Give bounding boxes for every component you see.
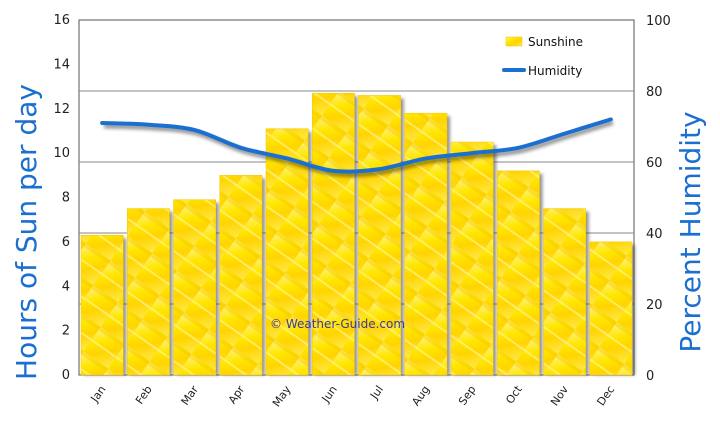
x-tick-label: Apr xyxy=(226,383,248,406)
bar-apr xyxy=(220,175,262,375)
x-axis-ticks: Jan Feb Mar Apr May Jun Jul Aug Sep Oct Nov Dec xyxy=(88,383,618,410)
legend-swatch-sunshine xyxy=(506,37,522,46)
x-tick-label: Aug xyxy=(409,383,432,408)
y2-tick-label: 40 xyxy=(646,227,663,242)
left-axis-ticks: 0 2 4 6 8 10 12 14 16 xyxy=(53,13,70,383)
y2-tick-label: 60 xyxy=(646,156,663,171)
y2-tick-label: 20 xyxy=(646,298,663,313)
bar-mar xyxy=(174,200,216,375)
x-tick-label: May xyxy=(270,383,294,409)
bar-aug xyxy=(405,113,447,375)
right-axis-ticks: 0 20 40 60 80 100 xyxy=(646,14,671,384)
y-tick-label: 14 xyxy=(53,57,70,72)
x-tick-label: Oct xyxy=(503,383,525,407)
x-tick-label: Mar xyxy=(179,383,202,408)
legend-label-humidity: Humidity xyxy=(528,64,582,78)
bar-series-sunshine xyxy=(81,93,635,375)
bar-nov xyxy=(544,209,586,375)
x-tick-label: Sep xyxy=(456,383,479,407)
bar-dec xyxy=(590,242,632,375)
x-tick-label: Jul xyxy=(367,383,386,402)
bar-sep xyxy=(451,142,493,375)
bar-oct xyxy=(497,171,539,375)
x-tick-label: Jun xyxy=(319,383,340,405)
bar-jun xyxy=(312,93,354,375)
x-tick-label: Feb xyxy=(133,383,155,406)
y2-axis-label: Percent Humidity xyxy=(674,111,707,352)
y-axis-label: Hours of Sun per day xyxy=(10,84,43,380)
credit-text: © Weather-Guide.com xyxy=(270,317,405,331)
y2-tick-label: 100 xyxy=(646,14,671,29)
y-tick-label: 4 xyxy=(62,279,70,294)
y-tick-label: 8 xyxy=(62,191,70,206)
y-tick-label: 2 xyxy=(62,324,70,339)
y-tick-label: 12 xyxy=(53,102,70,117)
legend-label-sunshine: Sunshine xyxy=(528,35,583,49)
legend: Sunshine Humidity xyxy=(504,35,583,78)
x-tick-label: Nov xyxy=(548,383,571,408)
y2-tick-label: 80 xyxy=(646,85,663,100)
y-tick-label: 16 xyxy=(53,13,70,28)
bar-jan xyxy=(81,235,123,375)
x-tick-label: Dec xyxy=(594,383,617,408)
y-tick-label: 10 xyxy=(53,146,70,161)
bar-jul xyxy=(359,95,401,375)
y-tick-label: 0 xyxy=(62,368,70,383)
y-tick-label: 6 xyxy=(62,235,70,250)
y2-tick-label: 0 xyxy=(646,369,654,384)
x-tick-label: Jan xyxy=(88,383,109,405)
bar-feb xyxy=(127,209,169,375)
